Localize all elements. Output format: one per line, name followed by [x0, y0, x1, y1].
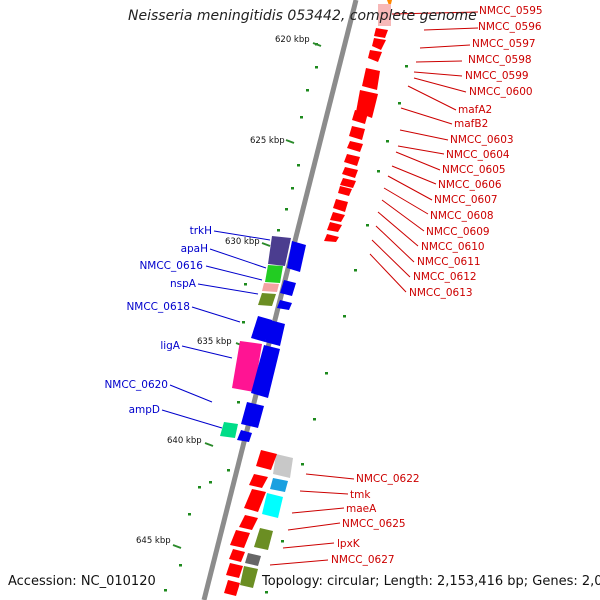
accession-text: Accession: NC_010120 — [8, 574, 156, 589]
tick-label: 640 kbp — [167, 436, 202, 446]
gene-label: trkH — [190, 225, 212, 237]
gene-label: NMCC_0627 — [331, 554, 395, 566]
gene-label: mafB2 — [454, 118, 488, 130]
tick-label: 630 kbp — [225, 237, 260, 247]
tick-label: 645 kbp — [136, 536, 171, 546]
gene-label: NMCC_0609 — [426, 226, 490, 238]
scale-ticks — [172, 42, 322, 549]
gene-label: NMCC_0597 — [472, 38, 536, 50]
topology-text: Topology: circular; Length: 2,153,416 bp… — [262, 574, 600, 589]
gene-label: NMCC_0625 — [342, 518, 406, 530]
gene-label: NMCC_0599 — [465, 70, 529, 82]
gene-label: NMCC_0595 — [479, 5, 543, 17]
orf-dots — [164, 43, 408, 594]
inner-gene-track — [220, 236, 306, 596]
tick-label: 635 kbp — [197, 337, 232, 347]
gene-label: NMCC_0611 — [417, 256, 481, 268]
outer-gene-track — [240, 0, 392, 588]
scale-tick-labels: 620 kbp 625 kbp 630 kbp 635 kbp 640 kbp … — [136, 35, 310, 546]
gene-label: NMCC_0618 — [126, 301, 190, 313]
gene-label: NMCC_0603 — [450, 134, 514, 146]
gene-label: NMCC_0616 — [139, 260, 203, 272]
gene-label: lpxK — [337, 538, 361, 550]
gene-label: NMCC_0604 — [446, 149, 510, 161]
left-gene-labels: trkH apaH NMCC_0616 nspA NMCC_0618 ligA … — [104, 225, 212, 416]
tick-label: 625 kbp — [250, 136, 285, 146]
gene-label: NMCC_0596 — [478, 21, 542, 33]
gene-label: ampD — [129, 404, 160, 416]
gene-label: NMCC_0600 — [469, 86, 533, 98]
gene-label: apaH — [181, 243, 208, 255]
gene-label: NMCC_0613 — [409, 287, 473, 299]
tick-label: 620 kbp — [275, 35, 310, 45]
right-gene-labels: NMCC_0595 NMCC_0596 NMCC_0597 NMCC_0598 … — [331, 5, 543, 566]
gene-label: NMCC_0606 — [438, 179, 502, 191]
gene-label: ligA — [160, 340, 180, 352]
gene-label: maeA — [346, 503, 377, 515]
gene-label: mafA2 — [458, 104, 492, 116]
gene-label: tmk — [350, 489, 371, 501]
gene-label: NMCC_0598 — [468, 54, 532, 66]
gene-label: NMCC_0610 — [421, 241, 485, 253]
gene-label: NMCC_0605 — [442, 164, 506, 176]
gene-label: NMCC_0608 — [430, 210, 494, 222]
left-leader-lines — [161, 230, 271, 429]
gene-label: NMCC_0620 — [104, 379, 168, 391]
gene-label: nspA — [170, 278, 197, 290]
right-leader-lines — [269, 11, 479, 566]
gene-label: NMCC_0612 — [413, 271, 477, 283]
map-title: Neisseria meningitidis 053442, complete … — [128, 8, 477, 24]
gene-label: NMCC_0622 — [356, 473, 420, 485]
gene-label: NMCC_0607 — [434, 194, 498, 206]
